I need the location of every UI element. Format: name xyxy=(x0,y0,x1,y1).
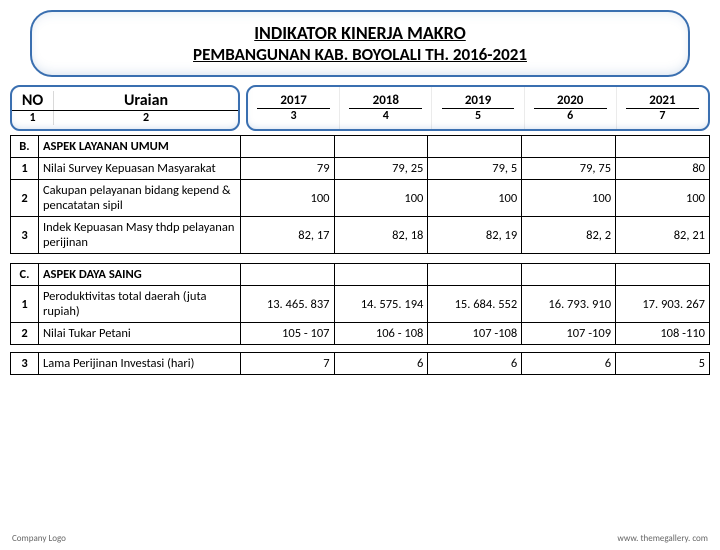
year-col-2020: 2020 6 xyxy=(525,87,617,129)
year-label: 2019 xyxy=(465,93,491,108)
title-line2: PEMBANGUNAN KAB. BOYOLALI TH. 2016-2021 xyxy=(46,44,674,65)
cell: 17. 903. 267 xyxy=(616,286,710,323)
table-row: C. ASPEK DAYA SAING xyxy=(11,264,710,286)
table-row: 1 Peroduktivitas total daerah (juta rupi… xyxy=(11,286,710,323)
table-row xyxy=(11,254,710,264)
year-col-2021: 2021 7 xyxy=(617,87,708,129)
section-title: ASPEK LAYANAN UMUM xyxy=(38,136,240,158)
cell: 106 - 108 xyxy=(334,323,428,345)
title-box: INDIKATOR KINERJA MAKRO PEMBANGUNAN KAB.… xyxy=(30,10,690,77)
cell: 16. 793. 910 xyxy=(522,286,616,323)
cell: 82, 21 xyxy=(616,217,710,254)
cell: 79, 75 xyxy=(522,158,616,180)
data-table: B. ASPEK LAYANAN UMUM 1 Nilai Survey Kep… xyxy=(10,135,710,375)
cell: 100 xyxy=(240,180,334,217)
year-idx: 5 xyxy=(442,108,515,123)
row-no: 3 xyxy=(11,217,39,254)
cell: 7 xyxy=(240,353,334,375)
year-idx: 6 xyxy=(534,108,607,123)
year-idx: 4 xyxy=(349,108,422,123)
cell: 107 -108 xyxy=(428,323,522,345)
cell: 107 -109 xyxy=(522,323,616,345)
cell: 6 xyxy=(334,353,428,375)
table-row: 3 Lama Perijinan Investasi (hari) 7 6 6 … xyxy=(11,353,710,375)
cell: 100 xyxy=(428,180,522,217)
row-desc: Nilai Tukar Petani xyxy=(38,323,240,345)
cell: 13. 465. 837 xyxy=(240,286,334,323)
header-left: NO Uraian 1 2 xyxy=(10,85,240,131)
header-uraian-label: Uraian xyxy=(54,91,238,110)
header-no-label: NO xyxy=(12,91,54,110)
year-label: 2021 xyxy=(649,93,675,108)
cell: 100 xyxy=(616,180,710,217)
row-no: 1 xyxy=(11,286,39,323)
year-col-2017: 2017 3 xyxy=(248,87,340,129)
header-uraian-idx: 2 xyxy=(54,111,238,125)
year-col-2019: 2019 5 xyxy=(432,87,524,129)
cell: 82, 17 xyxy=(240,217,334,254)
header-years: 2017 3 2018 4 2019 5 2020 6 2021 7 xyxy=(246,85,710,131)
year-label: 2017 xyxy=(280,93,306,108)
table-row: B. ASPEK LAYANAN UMUM xyxy=(11,136,710,158)
row-no: 2 xyxy=(11,180,39,217)
title-line1: INDIKATOR KINERJA MAKRO xyxy=(46,22,674,44)
cell: 5 xyxy=(616,353,710,375)
row-desc: Indek Kepuasan Masy thdp pelayanan perij… xyxy=(38,217,240,254)
cell: 80 xyxy=(616,158,710,180)
cell: 100 xyxy=(334,180,428,217)
footer-url: www. themegallery. com xyxy=(617,533,708,544)
row-desc: Cakupan pelayanan bidang kepend & pencat… xyxy=(38,180,240,217)
cell: 108 -110 xyxy=(616,323,710,345)
table-row: 2 Nilai Tukar Petani 105 - 107 106 - 108… xyxy=(11,323,710,345)
footer-company-logo: Company Logo xyxy=(12,533,66,544)
table-header: NO Uraian 1 2 2017 3 2018 4 2019 5 2020 … xyxy=(10,85,710,131)
section-code: C. xyxy=(11,264,39,286)
table-row: 3 Indek Kepuasan Masy thdp pelayanan per… xyxy=(11,217,710,254)
table-row: 2 Cakupan pelayanan bidang kepend & penc… xyxy=(11,180,710,217)
table-row: 1 Nilai Survey Kepuasan Masyarakat 79 79… xyxy=(11,158,710,180)
cell: 79, 5 xyxy=(428,158,522,180)
cell: 100 xyxy=(522,180,616,217)
header-no-idx: 1 xyxy=(12,111,54,125)
cell: 82, 19 xyxy=(428,217,522,254)
row-desc: Lama Perijinan Investasi (hari) xyxy=(38,353,240,375)
year-col-2018: 2018 4 xyxy=(340,87,432,129)
section-title: ASPEK DAYA SAING xyxy=(38,264,240,286)
row-no: 1 xyxy=(11,158,39,180)
cell: 79 xyxy=(240,158,334,180)
cell: 105 - 107 xyxy=(240,323,334,345)
cell: 15. 684. 552 xyxy=(428,286,522,323)
row-no: 2 xyxy=(11,323,39,345)
row-no: 3 xyxy=(11,353,39,375)
row-desc: Nilai Survey Kepuasan Masyarakat xyxy=(38,158,240,180)
year-label: 2018 xyxy=(373,93,399,108)
section-code: B. xyxy=(11,136,39,158)
cell: 14. 575. 194 xyxy=(334,286,428,323)
year-label: 2020 xyxy=(557,93,583,108)
year-idx: 7 xyxy=(626,108,699,123)
cell: 82, 18 xyxy=(334,217,428,254)
cell: 6 xyxy=(522,353,616,375)
cell: 82, 2 xyxy=(522,217,616,254)
row-desc: Peroduktivitas total daerah (juta rupiah… xyxy=(38,286,240,323)
cell: 6 xyxy=(428,353,522,375)
table-row xyxy=(11,345,710,353)
cell: 79, 25 xyxy=(334,158,428,180)
year-idx: 3 xyxy=(257,108,330,123)
